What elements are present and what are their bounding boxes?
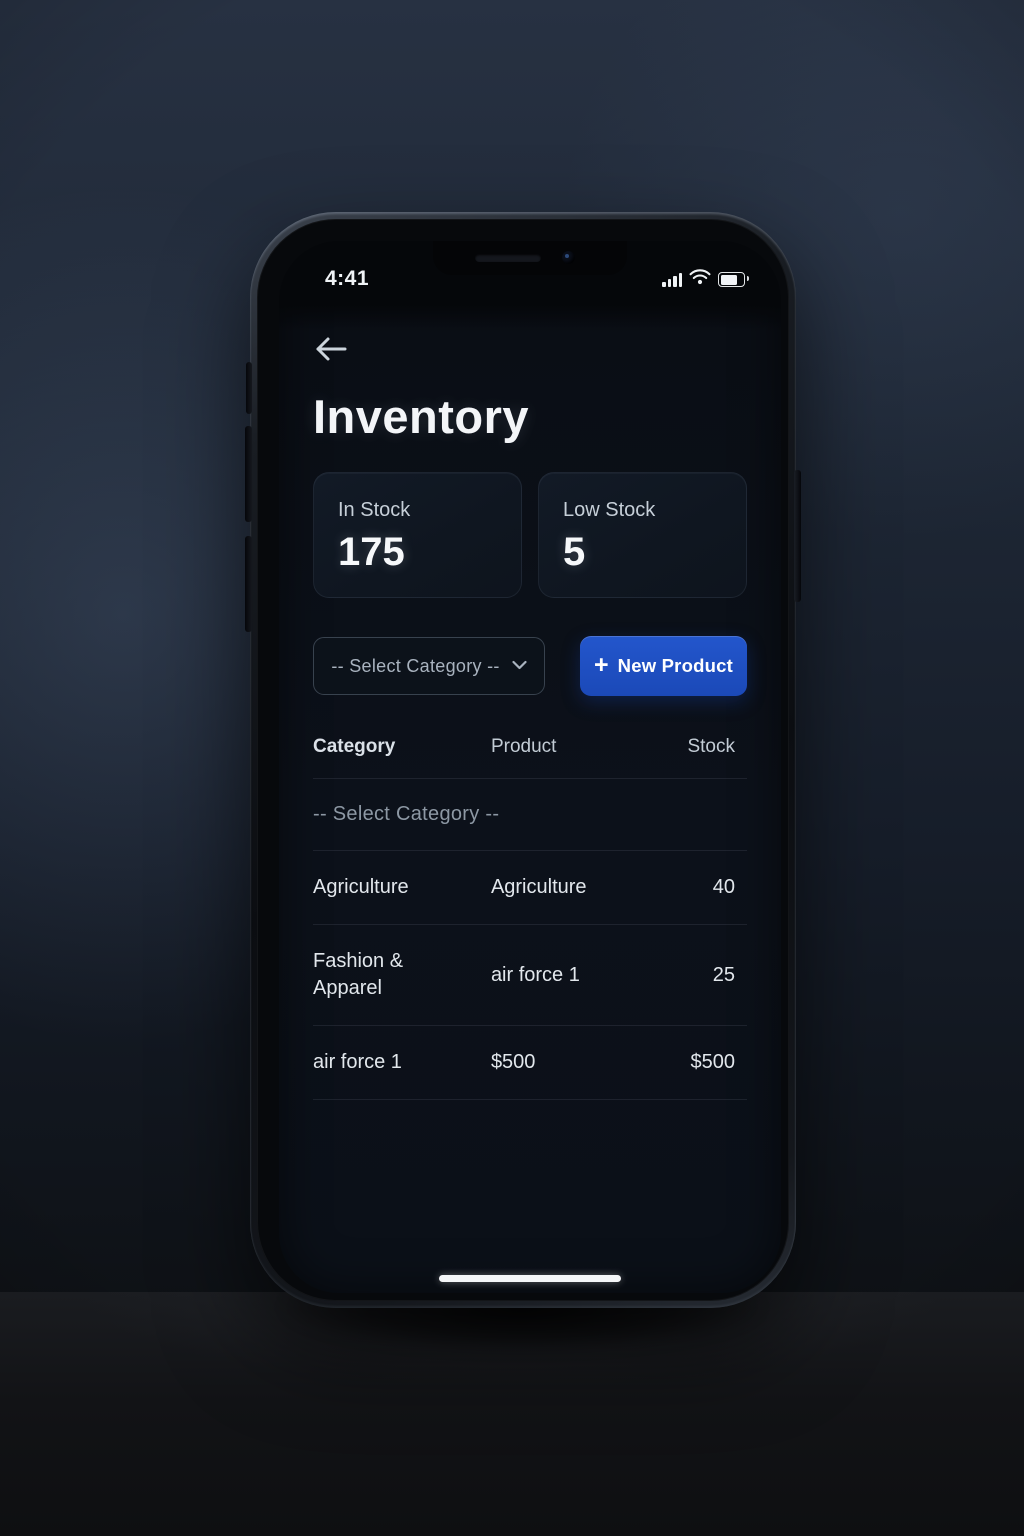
- divider: [313, 850, 747, 851]
- cell-product: $500: [490, 1051, 536, 1073]
- battery-icon: [718, 272, 749, 287]
- phone-bezel: 4:41: [257, 219, 789, 1301]
- mute-switch: [246, 362, 252, 414]
- speaker-grille: [475, 254, 541, 262]
- category-select-value: -- Select Category --: [331, 655, 500, 676]
- header-category: Category: [313, 736, 396, 757]
- divider: [313, 1099, 747, 1100]
- divider: [313, 1025, 747, 1026]
- cell-stock: 25: [712, 963, 735, 986]
- status-icons: [662, 269, 749, 290]
- power-button: [794, 470, 801, 602]
- divider: [313, 924, 747, 925]
- in-stock-value: 175: [338, 530, 405, 574]
- in-stock-card: In Stock 175: [313, 472, 522, 598]
- table-row[interactable]: Fashion & Apparel air force 1 25: [313, 925, 747, 1025]
- new-product-label: New Product: [617, 655, 733, 676]
- low-stock-card: Low Stock 5: [538, 472, 747, 598]
- category-select[interactable]: -- Select Category --: [313, 637, 545, 695]
- cell-product: air force 1: [490, 963, 580, 986]
- back-arrow-icon: [314, 337, 348, 366]
- cell-category: Fashion & Apparel: [313, 950, 404, 999]
- cell-category: air force 1: [313, 1051, 402, 1073]
- phone-screen: 4:41: [279, 241, 781, 1293]
- header-product: Product: [490, 736, 557, 757]
- cell-stock: $500: [690, 1051, 736, 1073]
- select-category-row[interactable]: -- Select Category --: [313, 803, 500, 825]
- wifi-icon: [689, 269, 711, 290]
- status-time: 4:41: [325, 267, 370, 290]
- inventory-app: Inventory In Stock 175 Low Stock 5 -- Se…: [279, 241, 781, 1293]
- table-rows: Agriculture Agriculture 40 Fashion & Appare…: [313, 851, 747, 1100]
- new-product-button[interactable]: + New Product: [580, 636, 747, 696]
- stats-cards: In Stock 175 Low Stock 5: [313, 472, 747, 598]
- notch: [433, 241, 627, 275]
- page-title: Inventory: [313, 390, 530, 443]
- cell-stock: 40: [712, 876, 735, 898]
- plus-icon: +: [594, 650, 609, 679]
- volume-down-button: [245, 536, 252, 632]
- in-stock-label: In Stock: [338, 499, 411, 521]
- home-indicator[interactable]: [439, 1275, 621, 1282]
- table-row[interactable]: air force 1 $500 $500: [313, 1026, 747, 1099]
- chevron-down-icon: [512, 657, 527, 675]
- table-header: Category Product Stock: [313, 730, 747, 778]
- inventory-table: Category Product Stock -- Select Categor…: [313, 730, 747, 1100]
- divider: [313, 778, 747, 779]
- front-camera: [562, 251, 575, 264]
- back-button[interactable]: [313, 335, 349, 365]
- volume-up-button: [245, 426, 252, 522]
- low-stock-label: Low Stock: [563, 499, 656, 521]
- signal-icon: [662, 272, 682, 287]
- controls-row: -- Select Category -- + New Product: [313, 636, 747, 696]
- cell-category: Agriculture: [313, 876, 409, 898]
- phone-frame: 4:41: [245, 212, 801, 1308]
- cell-product: Agriculture: [490, 876, 587, 898]
- header-stock: Stock: [687, 736, 735, 757]
- low-stock-value: 5: [563, 530, 586, 574]
- table-row[interactable]: Agriculture Agriculture 40: [313, 851, 747, 924]
